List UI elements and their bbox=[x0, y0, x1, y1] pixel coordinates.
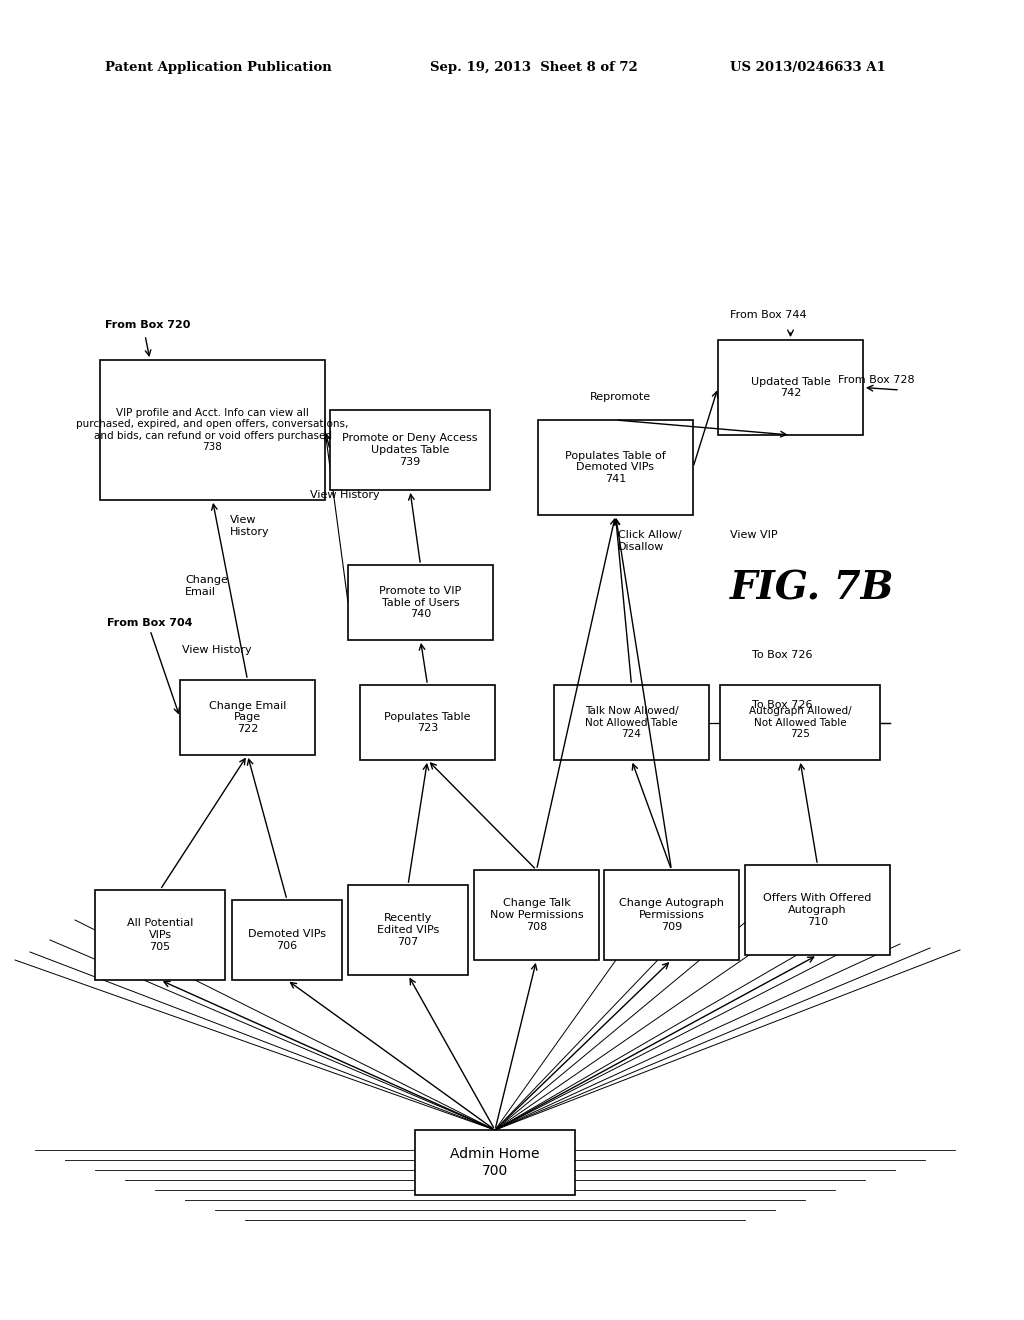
Text: View
History: View History bbox=[230, 515, 269, 537]
Text: Recently
Edited VIPs
707: Recently Edited VIPs 707 bbox=[377, 913, 439, 946]
Text: Repromote: Repromote bbox=[590, 392, 651, 403]
Text: View History: View History bbox=[182, 645, 252, 655]
Bar bbox=[100, 360, 325, 500]
Text: Updated Table
742: Updated Table 742 bbox=[751, 376, 830, 399]
Bar bbox=[415, 1130, 575, 1195]
Text: From Box 720: From Box 720 bbox=[105, 319, 190, 330]
Text: Patent Application Publication: Patent Application Publication bbox=[105, 62, 332, 74]
Bar bbox=[720, 685, 880, 760]
Bar bbox=[718, 341, 863, 436]
Bar bbox=[348, 884, 468, 975]
Text: Click Allow/
Disallow: Click Allow/ Disallow bbox=[618, 531, 682, 552]
Text: Populates Table
723: Populates Table 723 bbox=[384, 711, 471, 734]
Text: Populates Table of
Demoted VIPs
741: Populates Table of Demoted VIPs 741 bbox=[565, 451, 666, 484]
Bar bbox=[554, 685, 709, 760]
Text: Sep. 19, 2013  Sheet 8 of 72: Sep. 19, 2013 Sheet 8 of 72 bbox=[430, 62, 638, 74]
Text: Change Email
Page
722: Change Email Page 722 bbox=[209, 701, 286, 734]
Bar bbox=[604, 870, 739, 960]
Bar bbox=[232, 900, 342, 979]
Text: From Box 704: From Box 704 bbox=[106, 618, 193, 628]
Text: Promote or Deny Access
Updates Table
739: Promote or Deny Access Updates Table 739 bbox=[342, 433, 478, 466]
Text: From Box 744: From Box 744 bbox=[730, 310, 807, 319]
Text: Change Talk
Now Permissions
708: Change Talk Now Permissions 708 bbox=[489, 899, 584, 932]
Text: Offers With Offered
Autograph
710: Offers With Offered Autograph 710 bbox=[763, 894, 871, 927]
Text: Change Autograph
Permissions
709: Change Autograph Permissions 709 bbox=[618, 899, 724, 932]
Bar bbox=[745, 865, 890, 954]
Text: Demoted VIPs
706: Demoted VIPs 706 bbox=[248, 929, 326, 950]
Bar bbox=[348, 565, 493, 640]
Bar bbox=[538, 420, 693, 515]
Text: Promote to VIP
Table of Users
740: Promote to VIP Table of Users 740 bbox=[379, 586, 462, 619]
Bar bbox=[330, 411, 490, 490]
Bar bbox=[95, 890, 225, 979]
Text: Admin Home
700: Admin Home 700 bbox=[451, 1147, 540, 1177]
Text: FIG. 7B: FIG. 7B bbox=[730, 570, 895, 609]
Text: View VIP: View VIP bbox=[730, 531, 777, 540]
Text: VIP profile and Acct. Info can view all
purchased, expired, and open offers, con: VIP profile and Acct. Info can view all … bbox=[77, 408, 349, 453]
Bar bbox=[180, 680, 315, 755]
Text: US 2013/0246633 A1: US 2013/0246633 A1 bbox=[730, 62, 886, 74]
Text: Talk Now Allowed/
Not Allowed Table
724: Talk Now Allowed/ Not Allowed Table 724 bbox=[585, 706, 678, 739]
Text: Autograph Allowed/
Not Allowed Table
725: Autograph Allowed/ Not Allowed Table 725 bbox=[749, 706, 851, 739]
Text: All Potential
VIPs
705: All Potential VIPs 705 bbox=[127, 919, 194, 952]
Text: Change
Email: Change Email bbox=[185, 576, 228, 597]
Bar bbox=[474, 870, 599, 960]
Text: To Box 726: To Box 726 bbox=[752, 700, 812, 710]
Text: View History: View History bbox=[310, 490, 380, 500]
Text: From Box 728: From Box 728 bbox=[838, 375, 914, 385]
Text: To Box 726: To Box 726 bbox=[752, 649, 812, 660]
Bar bbox=[360, 685, 495, 760]
